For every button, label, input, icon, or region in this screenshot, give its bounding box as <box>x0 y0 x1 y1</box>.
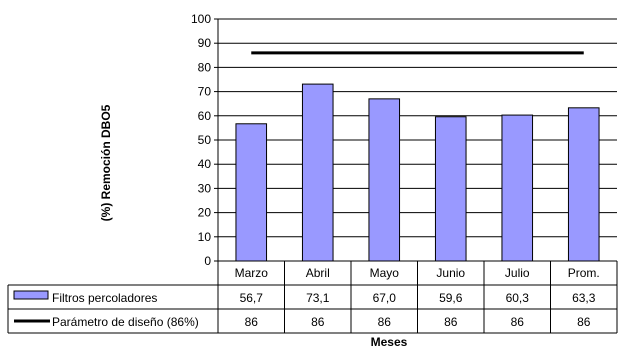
y-tick-labels: 0 10 20 30 40 50 60 70 80 90 100 <box>191 12 211 268</box>
y-tick-label: 100 <box>191 12 211 26</box>
data-table: Marzo Abril Mayo Junio Julio Prom. Filtros per… <box>7 261 618 334</box>
y-axis-label: (%) Remoción DBO5 <box>99 104 113 221</box>
x-axis-label: Meses <box>371 335 408 349</box>
y-tick-label: 60 <box>198 109 212 123</box>
table-value: 86 <box>577 315 591 329</box>
table-value: 63,3 <box>572 291 596 305</box>
table-value: 86 <box>245 315 259 329</box>
bar <box>501 114 534 262</box>
y-tick-label: 40 <box>198 157 212 171</box>
table-value: 86 <box>511 315 525 329</box>
category-label: Prom. <box>568 266 600 280</box>
y-tick-label: 90 <box>198 36 212 50</box>
gridlines <box>214 18 617 262</box>
table-value: 86 <box>311 315 325 329</box>
table-value: 86 <box>444 315 458 329</box>
y-tick-label: 50 <box>198 133 212 147</box>
category-label: Mayo <box>370 266 400 280</box>
table-value: 60,3 <box>506 291 530 305</box>
bar <box>235 123 268 262</box>
legend-swatch-bar <box>13 290 49 300</box>
table-value: 67,0 <box>373 291 397 305</box>
category-label: Junio <box>436 266 465 280</box>
category-label: Julio <box>505 266 530 280</box>
y-tick-label: 30 <box>198 181 212 195</box>
table-value: 59,6 <box>439 291 463 305</box>
y-tick-label: 10 <box>198 230 212 244</box>
y-tick-label: 0 <box>204 254 211 268</box>
table-value: 56,7 <box>240 291 264 305</box>
series-name: Parámetro de diseño (86%) <box>52 315 199 329</box>
table-value: 73,1 <box>306 291 330 305</box>
y-tick-label: 80 <box>198 60 212 74</box>
bar <box>301 83 334 262</box>
bar <box>434 116 467 262</box>
y-tick-label: 70 <box>198 85 212 99</box>
category-label: Marzo <box>235 266 269 280</box>
series-name: Filtros percoladores <box>52 291 157 305</box>
bars <box>235 83 600 262</box>
category-label: Abril <box>306 266 330 280</box>
table-value: 86 <box>378 315 392 329</box>
y-tick-label: 20 <box>198 206 212 220</box>
bar <box>368 98 401 262</box>
bar <box>567 107 600 262</box>
